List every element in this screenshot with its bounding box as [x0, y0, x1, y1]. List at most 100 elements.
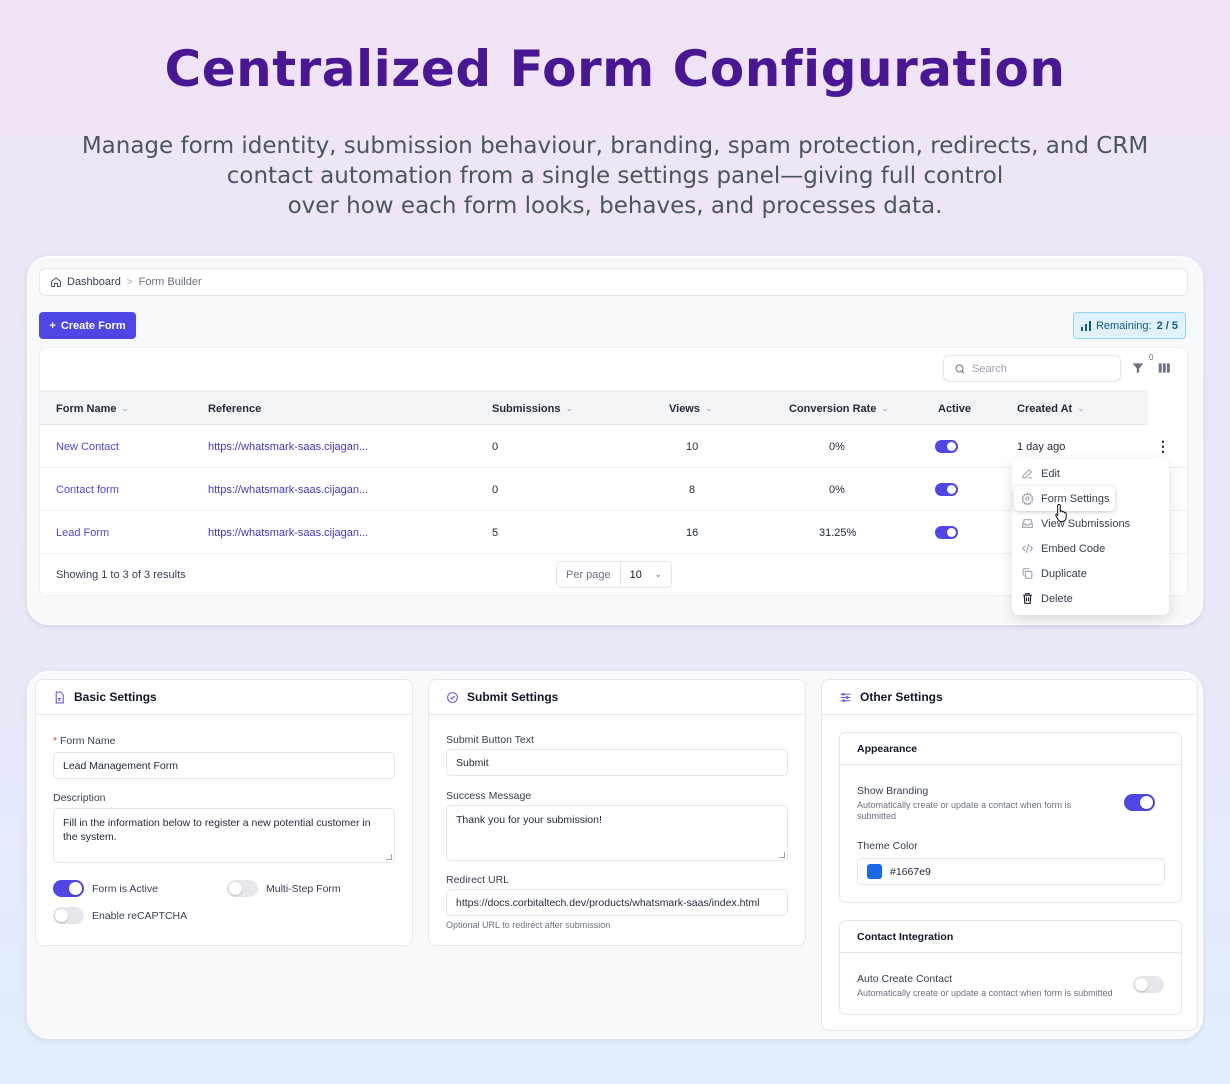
menu-item-form-settings[interactable]: Form Settings [1014, 486, 1115, 511]
redirect-url-input[interactable]: https://docs.corbitaltech.dev/products/w… [446, 889, 788, 916]
active-toggle[interactable] [935, 440, 958, 453]
search-icon [955, 364, 965, 373]
active-toggle-cell [935, 511, 958, 554]
home-icon [51, 277, 61, 287]
breadcrumb-dashboard[interactable]: Dashboard [67, 276, 121, 288]
edit-icon [1022, 468, 1033, 479]
search-input[interactable]: Search [943, 355, 1121, 382]
chevron-down-icon: ⌄ [705, 403, 713, 413]
subtitle-line: contact automation from a single setting… [226, 163, 1004, 189]
success-message-textarea[interactable]: Thank you for your submission! [446, 805, 788, 861]
menu-item-delete[interactable]: Delete [1012, 586, 1169, 611]
create-form-label: Create Form [60, 319, 126, 332]
menu-item-edit[interactable]: Edit [1012, 461, 1169, 486]
active-toggle[interactable] [935, 526, 958, 539]
multi-step-toggle[interactable] [227, 880, 258, 897]
column-created-at[interactable]: Created At ⌄ [1017, 402, 1085, 415]
remaining-label: Remaining: [1095, 319, 1152, 332]
theme-color-input[interactable]: #1667e9 [857, 858, 1165, 885]
reference-link[interactable]: https://whatsmark-saas.cijagan... [208, 526, 369, 539]
show-branding-hint: Automatically create or update a contact… [857, 800, 1072, 821]
form-name-link[interactable]: New Contact [56, 440, 119, 453]
sliders-icon [840, 692, 851, 702]
menu-item-embed-code[interactable]: Embed Code [1012, 536, 1169, 561]
table-row: New Contact https://whatsmark-saas.cijag… [40, 425, 1189, 468]
chevron-down-icon: ⌄ [121, 403, 130, 413]
auto-create-contact-toggle[interactable] [1133, 976, 1164, 993]
per-page-select[interactable]: Per page 10 ⌄ [556, 561, 672, 588]
submit-settings-card: Submit Settings Submit Button Text Submi… [428, 679, 806, 946]
appearance-header: Appearance [840, 733, 1181, 765]
filter-icon[interactable] [1131, 361, 1145, 375]
menu-item-duplicate[interactable]: Duplicate [1012, 561, 1169, 586]
chevron-down-icon: ⌄ [654, 569, 662, 579]
success-message-label: Success Message [446, 790, 532, 802]
active-toggle[interactable] [935, 483, 958, 496]
per-page-value: 10 [629, 568, 642, 581]
create-form-button[interactable]: + Create Form [39, 312, 136, 339]
chevron-right-icon: > [126, 276, 133, 288]
table-row: Contact form https://whatsmark-saas.cija… [40, 468, 1189, 511]
gear-icon [1021, 492, 1034, 505]
page-subheadline: Manage form identity, submission behavio… [40, 131, 1190, 221]
subtitle-line: Manage form identity, submission behavio… [81, 133, 1149, 159]
column-form-name[interactable]: Form Name ⌄ [56, 402, 130, 415]
chevron-down-icon: ⌄ [881, 403, 889, 413]
table-footer: Showing 1 to 3 of 3 results Per page 10 … [40, 554, 1189, 596]
column-active: Active [938, 402, 972, 415]
columns-icon[interactable] [1157, 361, 1171, 375]
results-summary: Showing 1 to 3 of 3 results [56, 569, 186, 581]
hand-cursor-icon [1055, 503, 1067, 522]
color-swatch[interactable] [867, 864, 882, 879]
description-label: Description [53, 792, 106, 804]
active-toggle-cell [935, 468, 958, 511]
views-count: 16 [686, 526, 699, 539]
description-textarea[interactable]: Fill in the information below to registe… [53, 808, 395, 863]
column-conversion-rate[interactable]: Conversion Rate ⌄ [789, 402, 889, 415]
recaptcha-toggle[interactable] [53, 907, 84, 924]
column-reference: Reference [208, 402, 262, 415]
theme-color-label: Theme Color [857, 840, 918, 852]
column-submissions[interactable]: Submissions ⌄ [492, 402, 574, 415]
resize-handle-icon[interactable] [386, 854, 392, 860]
bar-chart-icon [1080, 320, 1091, 331]
show-branding-toggle[interactable] [1124, 794, 1155, 811]
menu-item-view-submissions[interactable]: View Submissions [1012, 511, 1169, 536]
redirect-url-label: Redirect URL [446, 874, 510, 886]
submissions-count: 0 [492, 440, 499, 453]
document-icon [55, 691, 64, 703]
form-name-input[interactable]: Lead Management Form [53, 752, 395, 779]
form-name-link[interactable]: Lead Form [56, 526, 110, 539]
form-active-toggle[interactable] [53, 880, 84, 897]
form-name-link[interactable]: Contact form [56, 483, 119, 496]
form-active-label: Form is Active [92, 883, 158, 895]
resize-handle-icon[interactable] [779, 852, 785, 858]
remaining-value: 2 / 5 [1156, 319, 1178, 332]
active-toggle-cell [935, 425, 958, 468]
breadcrumb: Dashboard > Form Builder [39, 268, 1188, 296]
submit-button-text-label: Submit Button Text [446, 734, 534, 746]
other-settings-header: Other Settings [822, 680, 1197, 715]
form-name-label: * Form Name [53, 735, 116, 747]
reference-link[interactable]: https://whatsmark-saas.cijagan... [208, 440, 369, 453]
breadcrumb-form-builder: Form Builder [138, 276, 202, 288]
submit-button-text-input[interactable]: Submit [446, 749, 788, 776]
appearance-section: Appearance Show Branding Automatically c… [839, 732, 1182, 903]
auto-create-contact-hint: Automatically create or update a contact… [857, 988, 1113, 998]
recaptcha-label: Enable reCAPTCHA [92, 910, 188, 922]
auto-create-contact-label: Auto Create Contact [857, 973, 953, 985]
column-views[interactable]: Views ⌄ [669, 402, 713, 415]
search-placeholder: Search [972, 362, 1007, 375]
submit-settings-header: Submit Settings [429, 680, 805, 715]
conversion-rate: 31.25% [819, 526, 857, 539]
chevron-down-icon: ⌄ [565, 403, 574, 413]
more-actions-icon[interactable]: ⋮ [1156, 438, 1170, 454]
redirect-url-hint: Optional URL to redirect after submissio… [446, 920, 611, 930]
trash-icon [1023, 593, 1032, 604]
check-circle-icon [447, 691, 458, 703]
reference-link[interactable]: https://whatsmark-saas.cijagan... [208, 483, 369, 496]
basic-settings-header: Basic Settings [36, 680, 412, 715]
copy-icon [1022, 568, 1033, 579]
basic-settings-card: Basic Settings * Form Name Lead Manageme… [35, 679, 413, 946]
code-icon [1021, 544, 1034, 553]
